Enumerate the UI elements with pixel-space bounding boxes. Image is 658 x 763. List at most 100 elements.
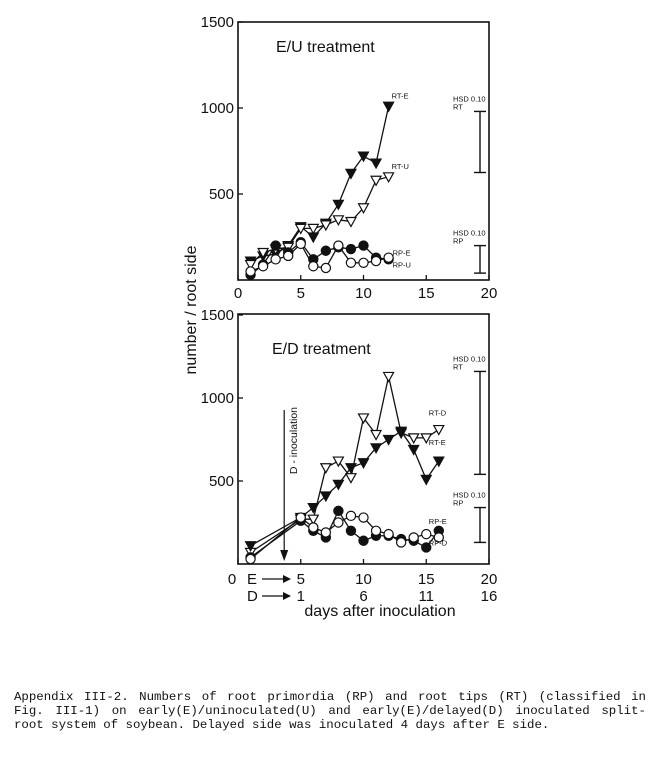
data-point	[370, 525, 382, 537]
data-point	[370, 158, 383, 170]
x-tick-label: 11	[418, 588, 434, 605]
data-point	[332, 215, 345, 227]
data-point	[320, 527, 332, 538]
series-label: RT-E	[392, 91, 409, 100]
data-point	[345, 525, 357, 537]
data-point	[407, 444, 420, 456]
arrow-head	[283, 592, 291, 600]
data-point	[245, 266, 256, 277]
data-point	[319, 491, 332, 503]
data-point	[244, 541, 257, 552]
series-line	[250, 106, 390, 262]
x-tick-label: 20	[481, 571, 498, 588]
series-line	[250, 376, 440, 553]
figure: number / root side E/U treatment 5001000…	[183, 14, 498, 620]
d-inoculation-annotation: D - inoculation	[288, 407, 300, 474]
data-point	[358, 512, 369, 523]
data-point	[432, 456, 445, 468]
x-tick-label: 1	[297, 588, 305, 605]
data-point	[283, 250, 294, 262]
data-point	[332, 479, 345, 491]
chart-panel-ed: E/D treatment days after inoculation D -…	[201, 307, 498, 620]
x-tick-label: 6	[359, 588, 367, 605]
data-point	[344, 168, 357, 180]
data-point	[308, 261, 319, 272]
x-tick-label: 15	[418, 285, 435, 302]
data-point	[382, 172, 395, 184]
hsd-label: RP	[453, 237, 463, 246]
y-axis-label: number / root side	[183, 245, 200, 374]
data-point	[333, 517, 344, 528]
series-label: RT-D	[429, 409, 447, 418]
x-tick-label: 20	[481, 285, 498, 302]
x-row-label: E	[247, 571, 257, 588]
data-point	[432, 424, 445, 436]
data-point	[344, 473, 357, 484]
data-point	[420, 433, 433, 445]
data-point	[382, 371, 395, 383]
data-point	[332, 199, 345, 211]
annotation-arrow-head	[280, 550, 289, 561]
data-point	[358, 240, 369, 251]
x-tick-label: 0	[228, 571, 236, 588]
data-point	[333, 505, 344, 517]
x-tick-label: 16	[481, 588, 498, 605]
data-point	[270, 240, 281, 251]
x-tick-label: 15	[418, 571, 435, 588]
data-point	[420, 474, 433, 486]
data-point	[320, 245, 332, 256]
data-point	[433, 532, 444, 543]
data-point	[257, 247, 270, 259]
data-point	[345, 257, 357, 268]
data-point	[370, 175, 383, 187]
y-tick-label: 1000	[201, 390, 234, 407]
data-point	[295, 512, 306, 523]
data-point	[320, 262, 332, 274]
data-point	[383, 528, 394, 540]
series-label: RT-U	[392, 162, 409, 171]
data-point	[370, 429, 383, 441]
data-point	[270, 254, 281, 265]
data-point	[344, 463, 357, 474]
data-point	[307, 502, 320, 514]
data-point	[395, 537, 407, 548]
data-point	[357, 203, 370, 214]
chart-panel-eu: E/U treatment 500 1000 1500 0 5 10 15 20 HSD 0.1…	[201, 14, 498, 302]
data-point	[395, 426, 408, 438]
data-point	[421, 542, 432, 553]
data-point	[407, 433, 420, 445]
y-tick-label: 1500	[201, 307, 234, 324]
data-point	[333, 240, 344, 251]
series-label: RT-E	[429, 438, 446, 447]
data-point	[332, 456, 345, 468]
data-point	[319, 220, 332, 232]
data-point	[244, 259, 257, 271]
figure-caption: Appendix III-2. Numbers of root primordi…	[14, 690, 646, 733]
data-point	[382, 434, 395, 446]
data-point	[345, 243, 357, 255]
data-point	[357, 413, 370, 425]
data-point	[382, 101, 395, 113]
hsd-label: HSD 0.10	[453, 229, 486, 238]
data-point	[370, 443, 383, 455]
data-point	[345, 510, 357, 522]
data-point	[307, 223, 320, 235]
y-tick-label: 500	[209, 186, 234, 203]
data-point	[319, 463, 332, 474]
hsd-label: RP	[453, 499, 463, 508]
hsd-label: RT	[453, 362, 463, 371]
x-tick-label: 5	[297, 571, 305, 588]
data-point	[408, 532, 419, 543]
data-point	[245, 553, 256, 565]
x-tick-label: 5	[297, 285, 305, 302]
data-point	[421, 528, 432, 540]
data-point	[308, 522, 319, 533]
series-label: RP-E	[429, 517, 447, 526]
x-axis-label: days after inoculation	[304, 603, 455, 620]
hsd-label: HSD 0.10	[453, 491, 486, 500]
x-row-label: D	[247, 588, 258, 605]
y-tick-label: 1500	[201, 14, 234, 31]
series-label: RP-E	[393, 248, 411, 257]
data-point	[294, 223, 307, 235]
panel-title: E/D treatment	[272, 341, 371, 358]
